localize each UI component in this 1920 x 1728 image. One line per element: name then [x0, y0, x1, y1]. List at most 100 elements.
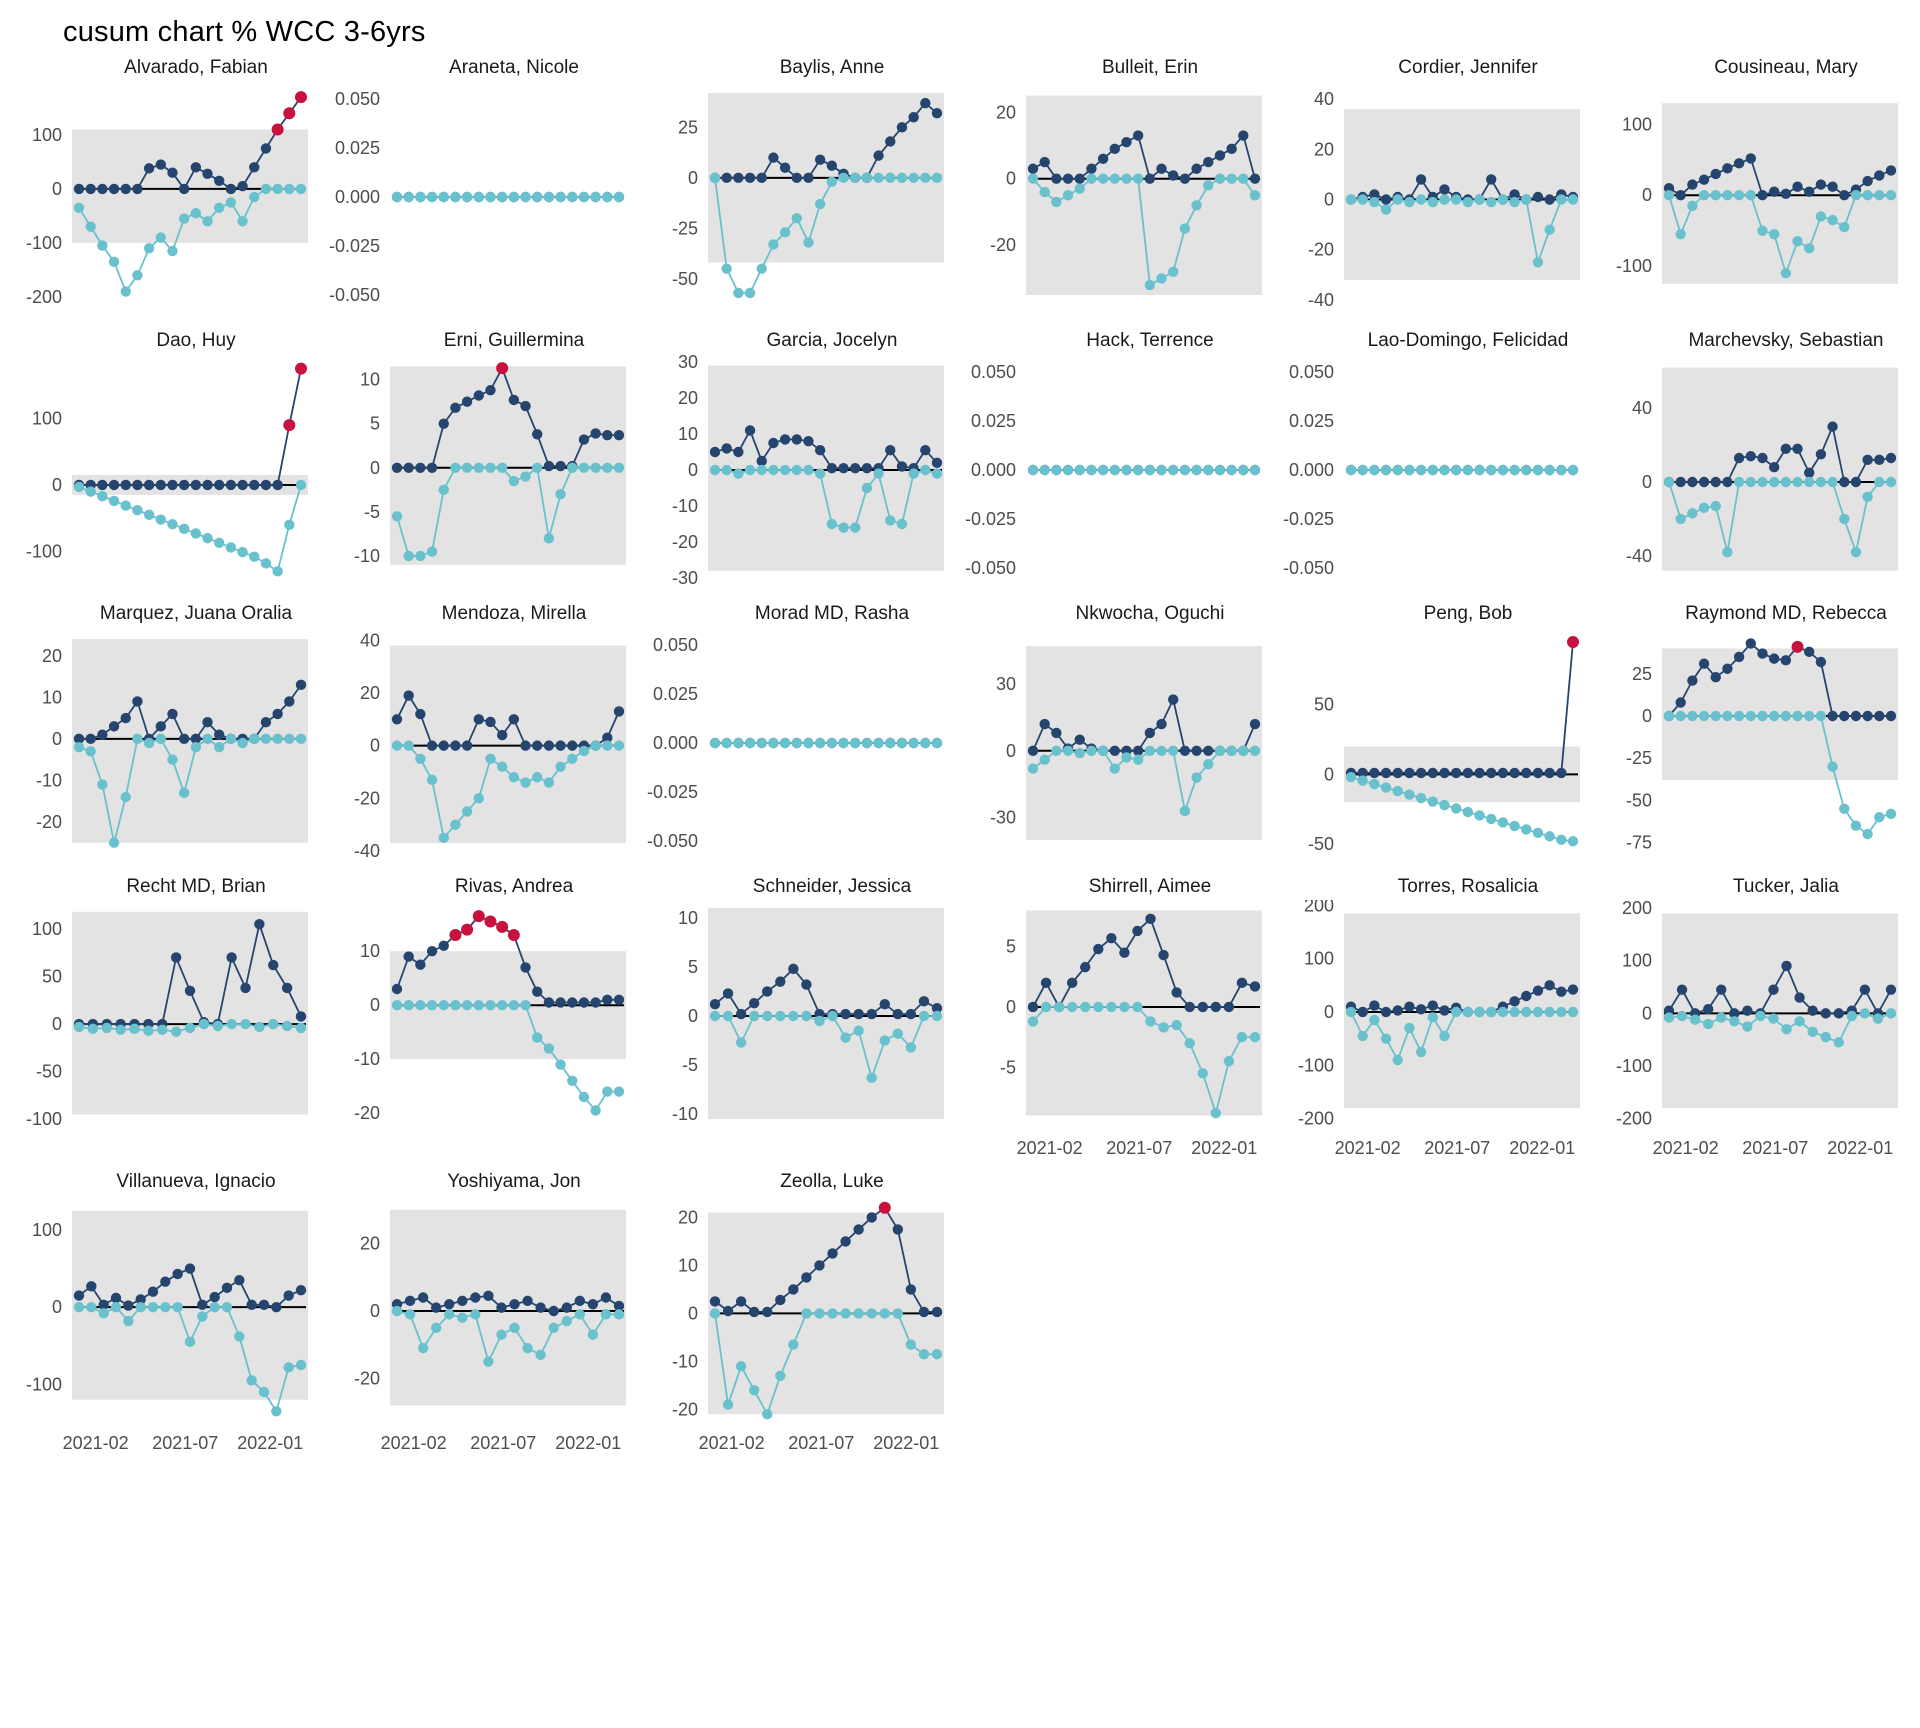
facet-chart: 100 0 -100: [1616, 103, 1898, 284]
cusum-upper-point: [246, 1299, 257, 1311]
cusum-upper-point: [1106, 932, 1117, 944]
cusum-lower-point: [721, 464, 732, 476]
cusum-lower-point: [1676, 1010, 1688, 1022]
cusum-upper-point: [1039, 156, 1050, 168]
cusum-lower-point: [1080, 1001, 1091, 1013]
cusum-upper-point: [1156, 718, 1167, 730]
cusum-lower-point: [403, 550, 414, 562]
cusum-lower-point: [762, 1409, 773, 1420]
cusum-lower-point: [1236, 1031, 1248, 1043]
cusum-lower-point: [578, 462, 590, 473]
cusum-lower-point: [1238, 745, 1249, 756]
cusum-lower-point: [430, 1322, 442, 1334]
cusum-lower-point: [1745, 476, 1756, 488]
y-tick-label: -20: [672, 532, 698, 552]
cusum-lower-point: [602, 462, 613, 473]
cusum-upper-point: [178, 733, 190, 745]
cusum-upper-point: [1392, 767, 1403, 779]
facet-title: Cordier, Jennifer: [1398, 57, 1538, 78]
cusum-lower-point: [1345, 464, 1357, 476]
facet-title: Garcia, Jocelyn: [766, 330, 898, 351]
cusum-lower-point: [284, 519, 295, 531]
signal-point: [484, 915, 497, 928]
cusum-lower-point: [1768, 1013, 1779, 1024]
cusum-lower-point: [1093, 1001, 1104, 1013]
cusum-upper-point: [209, 1291, 220, 1303]
cusum-lower-point: [283, 1362, 294, 1373]
cusum-lower-point: [496, 462, 508, 473]
cusum-lower-point: [1415, 464, 1427, 476]
cusum-upper-point: [226, 952, 237, 963]
cusum-lower-point: [73, 1021, 85, 1033]
cusum-lower-point: [1171, 1019, 1182, 1031]
cusum-upper-point: [1850, 476, 1862, 488]
cusum-upper-point: [281, 982, 293, 994]
cusum-upper-point: [403, 462, 414, 473]
cusum-lower-point: [110, 1301, 122, 1313]
cusum-upper-point: [450, 740, 461, 751]
cusum-upper-point: [1532, 985, 1544, 996]
cusum-lower-point: [1687, 200, 1698, 212]
facet-panel: Cordier, Jennifer 40 20 0 -20 -40: [1274, 55, 1592, 326]
cusum-lower-point: [1768, 710, 1780, 722]
cusum-lower-point: [814, 468, 826, 479]
cusum-upper-point: [602, 994, 613, 1005]
cusum-lower-point: [295, 733, 307, 745]
cusum-upper-point: [1132, 925, 1143, 937]
cusum-upper-point: [1885, 165, 1897, 176]
cusum-lower-point: [450, 462, 461, 473]
cusum-lower-point: [543, 1043, 555, 1054]
cusum-lower-point: [1119, 1001, 1130, 1013]
x-tick-label: 2021-02: [699, 1433, 765, 1453]
facet-panel: Marquez, Juana Oralia 20 10 0 -10 -20: [2, 601, 320, 872]
cusum-upper-point: [254, 918, 265, 930]
cusum-lower-point: [520, 1000, 531, 1011]
facet-chart: 0.050 0.025 0.000 -0.025 -0.050: [965, 362, 1261, 578]
cusum-lower-point: [461, 806, 473, 817]
cusum-lower-point: [861, 737, 873, 749]
cusum-upper-point: [258, 1299, 270, 1311]
cusum-lower-point: [178, 787, 190, 799]
cusum-lower-point: [1156, 745, 1167, 756]
y-tick-label: 100: [1622, 114, 1652, 134]
cusum-upper-point: [272, 479, 283, 491]
y-tick-label: -25: [672, 218, 698, 238]
y-tick-label: 10: [678, 424, 698, 444]
x-tick-label: 2022-01: [1827, 1138, 1893, 1158]
cusum-upper-point: [1369, 189, 1380, 200]
signal-point: [496, 362, 509, 375]
cusum-lower-point: [1097, 173, 1109, 184]
cusum-upper-point: [1862, 175, 1873, 187]
cusum-upper-point: [461, 396, 473, 407]
cusum-lower-point: [1874, 190, 1885, 201]
facet-panel: Recht MD, Brian 100 50 0 -50 -100: [2, 874, 320, 1167]
cusum-upper-point: [415, 708, 426, 720]
cusum-upper-point: [167, 708, 178, 720]
cusum-lower-point: [801, 1010, 812, 1022]
cusum-lower-point: [426, 191, 438, 203]
cusum-upper-point: [1238, 130, 1249, 141]
cusum-lower-point: [1757, 710, 1768, 722]
cusum-upper-point: [1794, 992, 1805, 1003]
cusum-lower-point: [861, 172, 873, 184]
x-tick-label: 2021-02: [381, 1433, 447, 1453]
cusum-lower-point: [1404, 464, 1415, 476]
cusum-lower-point: [1144, 745, 1156, 756]
y-tick-label: 0.050: [1289, 362, 1334, 382]
cusum-lower-point: [1392, 785, 1403, 797]
cusum-upper-point: [602, 732, 613, 743]
cusum-lower-point: [457, 1312, 468, 1323]
cusum-lower-point: [896, 737, 908, 749]
cusum-upper-point: [391, 462, 403, 473]
cusum-lower-point: [1144, 279, 1156, 291]
y-tick-label: -0.025: [1283, 509, 1334, 529]
cusum-upper-point: [853, 1008, 864, 1020]
cusum-lower-point: [1839, 221, 1850, 233]
cusum-upper-point: [1716, 984, 1727, 995]
y-tick-label: -30: [672, 568, 698, 588]
cusum-upper-point: [1074, 173, 1085, 184]
cusum-lower-point: [600, 1309, 612, 1320]
cusum-lower-point: [1663, 710, 1675, 722]
y-tick-label: 100: [32, 125, 62, 145]
cusum-lower-point: [284, 733, 295, 745]
